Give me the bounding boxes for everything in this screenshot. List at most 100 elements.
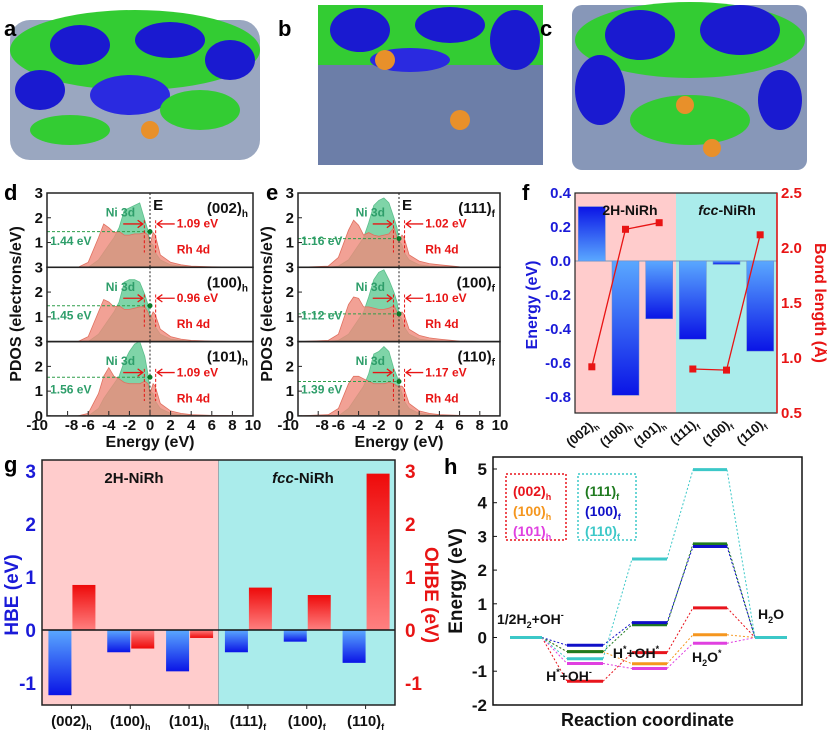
category-label-main: (100) — [699, 418, 732, 449]
legend-entry-sub: h — [546, 492, 552, 502]
connector-line — [602, 652, 633, 682]
pdos-subplot: 1.09 eV 1.56 eV Ni 3d Rh 4d (101)h 3 2 1 0 — [35, 334, 254, 425]
y-tick-label: -0.6 — [545, 355, 571, 372]
group-label-fcc-text: -NiRh — [718, 202, 755, 218]
connector-line — [666, 469, 694, 560]
connector-line — [541, 637, 568, 646]
stage-label-part: * — [718, 648, 722, 658]
connector-line — [602, 662, 633, 669]
y-tick-label: 0.2 — [550, 219, 571, 236]
category-label: (002)h — [51, 713, 92, 732]
rh-4d-area — [297, 375, 501, 417]
rh-4d-label: Rh 4d — [425, 243, 458, 257]
category-label-sub: h — [204, 722, 210, 732]
facet-label-sub: f — [492, 283, 496, 294]
y-axis-label: Energy (eV) — [524, 261, 541, 350]
stage-label: H2O — [758, 606, 784, 625]
category-label: (111)f — [667, 416, 703, 450]
plot-frame — [41, 459, 396, 706]
y-tick-label: 2 — [286, 210, 294, 227]
legend-entry-sub: f — [617, 532, 621, 542]
connector-line — [726, 634, 756, 638]
arrow-icon — [404, 368, 424, 377]
x-tick-label: -10 — [277, 417, 299, 434]
gap-label: 1.10 eV — [425, 291, 466, 305]
y-tick-label: 2 — [35, 358, 43, 375]
stage-label-part: +OH — [532, 611, 561, 627]
arrow-icon — [123, 294, 144, 303]
y-tick-label: 1 — [286, 235, 294, 252]
ohbe-bar — [131, 630, 155, 649]
y-tick-label: 1 — [286, 309, 294, 326]
legend-entry-main: (100) — [585, 503, 618, 519]
facet-label: (110)f — [457, 349, 495, 369]
gap-label: 1.02 eV — [425, 217, 466, 231]
category-label: (100)h — [110, 713, 151, 732]
d-band-center-label: 1.39 eV — [301, 383, 342, 397]
y2-tick-label: 0 — [405, 621, 416, 642]
fermi-dos-point — [396, 378, 402, 384]
stage-label-part: H — [546, 668, 556, 684]
y-tick-label: 2 — [35, 210, 43, 227]
y-tick-label: 0.0 — [550, 253, 571, 270]
hbe-bar — [342, 630, 366, 663]
stage-label-part: * — [623, 644, 627, 654]
facet-label: (002)h — [207, 200, 248, 220]
x-tick-label: 4 — [435, 417, 444, 434]
category-label-sub: h — [626, 423, 636, 433]
category-label: (101)h — [169, 713, 210, 732]
pdos-subplot: 1.10 eV 1.12 eV Ni 3d Rh 4d (100)f 3 2 1 — [286, 259, 501, 343]
y-tick-label: 3 — [478, 527, 487, 546]
energy-bar — [712, 260, 741, 265]
pdos-subplot: 1.02 eV 1.16 eV Ni 3d Rh 4d (111)f E 3 2 1 — [286, 185, 501, 269]
category-label-sub: f — [263, 722, 267, 732]
x-tick-label: 2 — [415, 417, 423, 434]
x-tick-label: -10 — [26, 417, 48, 434]
hbe-bar — [107, 630, 131, 653]
facet-label-main: (110) — [457, 349, 491, 366]
y-tick-label: 5 — [478, 460, 487, 479]
x-axis-label: Reaction coordinate — [561, 710, 734, 730]
y-tick-label: 1 — [35, 309, 43, 326]
isosurface-image-b — [318, 5, 543, 165]
facet-label-sub: f — [492, 358, 496, 369]
legend-entry: (101)h — [513, 523, 551, 542]
category-label-main: (002) — [51, 713, 86, 730]
panel-label-g: g — [4, 452, 17, 477]
y-axis-label: PDOS (electrons/eV) — [8, 226, 25, 382]
facet-label: (100)f — [457, 274, 496, 294]
facet-label-main: (101) — [207, 349, 242, 366]
stage-label-part: * — [656, 644, 660, 654]
category-label-sub: f — [323, 722, 327, 732]
legend-entry-main: (101) — [513, 523, 546, 539]
x-tick-label: 2 — [166, 417, 174, 434]
arrow-icon — [404, 294, 424, 303]
facet-label-main: (100) — [457, 274, 492, 291]
x-tick-label: -4 — [352, 417, 366, 434]
stage-label: 1/2H2+OH- — [497, 610, 564, 630]
facet-label-sub: h — [242, 358, 248, 369]
x-tick-label: -6 — [82, 417, 95, 434]
legend-entry: (111)f — [585, 483, 620, 502]
facet-label-main: (100) — [207, 274, 242, 291]
gap-label: 1.09 eV — [177, 217, 218, 231]
stage-label-part: 2 — [768, 615, 773, 625]
legend-entry-main: (100) — [513, 503, 546, 519]
stage-label-part: - — [589, 667, 592, 677]
y-tick-label: 0 — [35, 408, 43, 425]
stage-label-part: - — [561, 610, 564, 620]
ohbe-bar — [366, 473, 390, 630]
y-axis-label: PDOS (electrons/eV) — [259, 226, 276, 382]
x-tick-label: -2 — [123, 417, 136, 434]
panel-label-d: d — [4, 180, 17, 205]
rh-4d-label: Rh 4d — [177, 243, 210, 257]
connector-line — [726, 543, 756, 638]
panel-label-c: c — [540, 16, 552, 41]
stage-label-part: O — [707, 649, 718, 665]
y2-tick-label: 1.5 — [781, 295, 802, 312]
connector-line — [666, 546, 694, 623]
legend-entry: (110)f — [585, 523, 621, 542]
rh-4d-area — [47, 366, 254, 417]
ni-3d-label: Ni 3d — [106, 354, 135, 368]
